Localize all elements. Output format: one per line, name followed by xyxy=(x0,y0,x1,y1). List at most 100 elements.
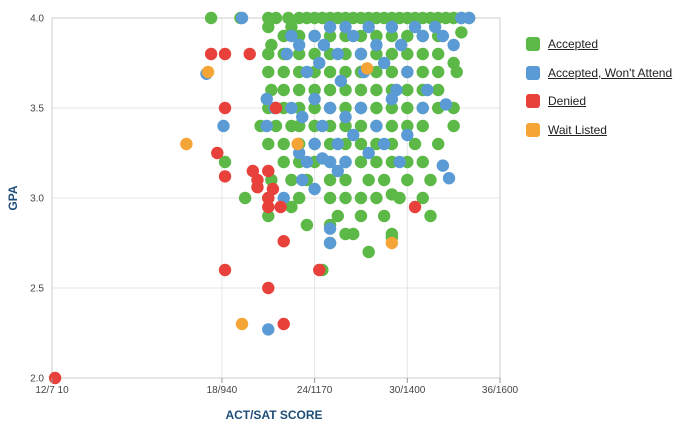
data-point-accepted[interactable] xyxy=(323,29,337,43)
data-point-accepted[interactable] xyxy=(450,65,463,79)
data-point-accepted[interactable] xyxy=(370,101,383,115)
data-point-accepted-won-t-attend[interactable] xyxy=(370,119,383,133)
data-point-accepted-won-t-attend[interactable] xyxy=(316,119,329,133)
data-point-denied[interactable] xyxy=(218,263,232,277)
data-point-accepted[interactable] xyxy=(285,173,298,187)
data-point-accepted-won-t-attend[interactable] xyxy=(285,29,298,43)
data-point-accepted-won-t-attend[interactable] xyxy=(385,20,399,34)
data-point-accepted[interactable] xyxy=(277,155,290,169)
data-point-denied[interactable] xyxy=(262,281,275,295)
data-point-accepted-won-t-attend[interactable] xyxy=(377,56,391,70)
data-point-accepted[interactable] xyxy=(300,218,314,232)
data-point-denied[interactable] xyxy=(251,181,264,194)
data-point-denied[interactable] xyxy=(218,47,232,61)
data-point-accepted-won-t-attend[interactable] xyxy=(421,83,434,97)
data-point-accepted-won-t-attend[interactable] xyxy=(323,101,337,115)
data-point-denied[interactable] xyxy=(204,47,218,61)
data-point-accepted-won-t-attend[interactable] xyxy=(292,38,306,52)
data-point-accepted[interactable] xyxy=(339,119,352,133)
data-point-denied[interactable] xyxy=(262,164,275,178)
data-point-accepted[interactable] xyxy=(269,11,283,25)
data-point-accepted[interactable] xyxy=(401,29,414,43)
legend-item-wait-listed[interactable]: Wait Listed xyxy=(526,116,680,145)
data-point-accepted[interactable] xyxy=(432,47,445,61)
data-point-accepted-won-t-attend[interactable] xyxy=(377,137,391,151)
data-point-accepted[interactable] xyxy=(370,29,383,43)
data-point-accepted[interactable] xyxy=(447,119,460,133)
legend-item-accepted-won-t-attend[interactable]: Accepted, Won't Attend xyxy=(526,59,680,88)
data-point-accepted-won-t-attend[interactable] xyxy=(235,11,249,25)
legend-item-denied[interactable]: Denied xyxy=(526,87,680,116)
data-point-accepted[interactable] xyxy=(292,191,306,205)
data-point-wait-listed[interactable] xyxy=(360,62,374,75)
data-point-accepted-won-t-attend[interactable] xyxy=(317,38,331,52)
data-point-accepted-won-t-attend[interactable] xyxy=(442,172,456,185)
data-point-accepted-won-t-attend[interactable] xyxy=(408,20,422,34)
data-point-accepted[interactable] xyxy=(339,191,352,205)
data-point-denied[interactable] xyxy=(218,170,232,183)
data-point-denied[interactable] xyxy=(48,371,62,385)
data-point-accepted[interactable] xyxy=(308,83,321,97)
data-point-accepted-won-t-attend[interactable] xyxy=(339,110,352,124)
data-point-accepted-won-t-attend[interactable] xyxy=(323,155,337,169)
data-point-accepted[interactable] xyxy=(262,20,275,34)
data-point-accepted-won-t-attend[interactable] xyxy=(416,101,429,115)
data-point-denied[interactable] xyxy=(277,235,290,248)
data-point-accepted-won-t-attend[interactable] xyxy=(296,173,309,187)
data-point-accepted-won-t-attend[interactable] xyxy=(323,20,337,34)
data-point-accepted[interactable] xyxy=(401,173,414,187)
data-point-accepted-won-t-attend[interactable] xyxy=(394,38,408,52)
data-point-accepted[interactable] xyxy=(339,101,352,115)
data-point-accepted-won-t-attend[interactable] xyxy=(436,29,450,43)
data-point-accepted[interactable] xyxy=(370,83,383,97)
data-point-accepted[interactable] xyxy=(432,65,445,79)
data-point-accepted[interactable] xyxy=(323,173,337,187)
data-point-accepted[interactable] xyxy=(339,227,352,241)
data-point-wait-listed[interactable] xyxy=(385,236,399,250)
data-point-accepted[interactable] xyxy=(424,209,437,223)
data-point-accepted[interactable] xyxy=(292,47,306,61)
data-point-accepted[interactable] xyxy=(455,26,468,39)
data-point-accepted[interactable] xyxy=(377,173,391,187)
data-point-accepted[interactable] xyxy=(323,191,337,205)
data-point-accepted[interactable] xyxy=(432,83,445,97)
data-point-denied[interactable] xyxy=(262,200,275,214)
data-point-accepted[interactable] xyxy=(285,20,298,34)
data-point-accepted[interactable] xyxy=(393,191,406,205)
data-point-accepted[interactable] xyxy=(416,119,429,133)
data-point-denied[interactable] xyxy=(274,200,287,214)
data-point-wait-listed[interactable] xyxy=(180,137,193,151)
data-point-accepted[interactable] xyxy=(308,101,321,115)
data-point-accepted[interactable] xyxy=(262,209,275,223)
data-point-accepted[interactable] xyxy=(277,137,290,151)
data-point-accepted[interactable] xyxy=(408,137,422,151)
data-point-accepted-won-t-attend[interactable] xyxy=(401,65,414,79)
data-point-accepted-won-t-attend[interactable] xyxy=(331,47,344,61)
data-point-accepted-won-t-attend[interactable] xyxy=(401,128,414,142)
data-point-accepted-won-t-attend[interactable] xyxy=(393,155,406,169)
data-point-accepted-won-t-attend[interactable] xyxy=(217,119,230,133)
data-point-accepted-won-t-attend[interactable] xyxy=(260,92,273,106)
data-point-accepted[interactable] xyxy=(401,119,414,133)
data-point-accepted[interactable] xyxy=(277,65,290,79)
data-point-accepted-won-t-attend[interactable] xyxy=(428,20,442,34)
data-point-accepted-won-t-attend[interactable] xyxy=(362,20,375,34)
data-point-accepted-won-t-attend[interactable] xyxy=(331,137,344,151)
data-point-accepted-won-t-attend[interactable] xyxy=(280,47,294,61)
data-point-accepted-won-t-attend[interactable] xyxy=(354,47,368,61)
data-point-accepted[interactable] xyxy=(385,29,399,43)
data-point-accepted-won-t-attend[interactable] xyxy=(385,92,399,106)
data-point-denied[interactable] xyxy=(269,101,283,115)
data-point-accepted-won-t-attend[interactable] xyxy=(462,11,476,25)
data-point-wait-listed[interactable] xyxy=(235,317,249,331)
data-point-accepted-won-t-attend[interactable] xyxy=(300,65,314,79)
data-point-accepted-won-t-attend[interactable] xyxy=(308,29,321,43)
data-point-denied[interactable] xyxy=(313,263,326,277)
data-point-accepted[interactable] xyxy=(262,137,275,151)
data-point-accepted[interactable] xyxy=(262,47,275,61)
data-point-accepted[interactable] xyxy=(218,155,232,169)
data-point-accepted-won-t-attend[interactable] xyxy=(447,38,460,52)
data-point-accepted[interactable] xyxy=(292,83,306,97)
data-point-accepted[interactable] xyxy=(323,65,337,79)
data-point-accepted[interactable] xyxy=(385,101,399,115)
